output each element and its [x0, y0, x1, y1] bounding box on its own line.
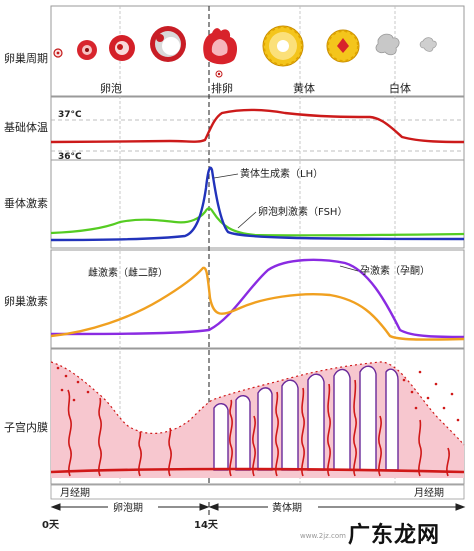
estrogen-label: 雌激素（雌二醇）: [88, 266, 168, 279]
ovary-panel: [50, 5, 465, 97]
ovulating-follicle-icon: [203, 28, 238, 78]
day-14-label: 14天: [194, 519, 219, 531]
day-0-label: 0天: [42, 519, 60, 531]
temp-low-label: 36°C: [58, 152, 82, 162]
row-label-endometrium: 子宫内膜: [4, 420, 48, 434]
row-label-basal-temp: 基础体温: [4, 120, 48, 134]
temp-high-label: 37°C: [58, 110, 82, 120]
phase-luteal: 黄体期: [272, 501, 302, 514]
lh-leader: [213, 173, 239, 179]
endometrium-surface: [50, 361, 465, 446]
corpus-luteum-icon: [262, 25, 304, 67]
label-corpus-albicans: 白体: [389, 81, 411, 95]
phase-follicular: 卵泡期: [113, 501, 143, 514]
secondary-follicle-icon: [109, 35, 135, 61]
lh-curve: [50, 166, 465, 242]
primary-follicle-icon: [77, 40, 97, 60]
watermark-box: [340, 514, 466, 546]
progesterone-label: 孕激素（孕酮）: [360, 264, 430, 277]
temperature-panel: [50, 96, 465, 161]
estrogen-curve: [50, 266, 465, 341]
ovary-icons: [53, 25, 437, 78]
endometrium-illustration: [50, 361, 465, 478]
label-corpus-luteum: 黄体: [293, 81, 315, 95]
progesterone-leader: [339, 265, 359, 272]
lh-label: 黄体生成素（LH）: [240, 167, 323, 180]
spiral-arteries: [67, 379, 450, 477]
phase-arrows: [50, 503, 466, 511]
regressing-corpus-luteum-icon: [326, 29, 360, 63]
phase-menstrual-end: 月经期: [414, 486, 444, 499]
phase-bar: [50, 484, 465, 500]
label-follicle: 卵泡: [100, 81, 122, 95]
mature-follicle-icon: [150, 26, 186, 62]
uterine-glands: [213, 365, 399, 471]
pituitary-panel: [50, 159, 465, 249]
shedding-debris: [56, 366, 460, 422]
watermark-text: 广东龙网: [348, 523, 441, 548]
primordial-follicle-icon: [53, 48, 63, 58]
fsh-label: 卵泡刺激素（FSH）: [258, 205, 347, 218]
fsh-curve: [50, 207, 465, 237]
fsh-leader: [237, 211, 257, 229]
row-label-pituitary: 垂体激素: [4, 196, 48, 210]
row-label-ovarian-hormone: 卵巢激素: [4, 294, 48, 308]
row-label-ovarian-cycle: 卵巢周期: [4, 52, 48, 65]
label-ovulation: 排卵: [211, 81, 233, 95]
small-corpus-albicans-icon: [419, 37, 437, 52]
ovarian-hormone-panel: [50, 249, 465, 349]
watermark-subtext: www.2jz.com: [300, 532, 347, 540]
phase-menstrual-start: 月经期: [60, 486, 90, 499]
basal-vessel: [50, 467, 465, 474]
corpus-albicans-icon: [375, 33, 400, 56]
basal-temp-curve: [50, 108, 465, 144]
progesterone-curve: [50, 258, 465, 339]
